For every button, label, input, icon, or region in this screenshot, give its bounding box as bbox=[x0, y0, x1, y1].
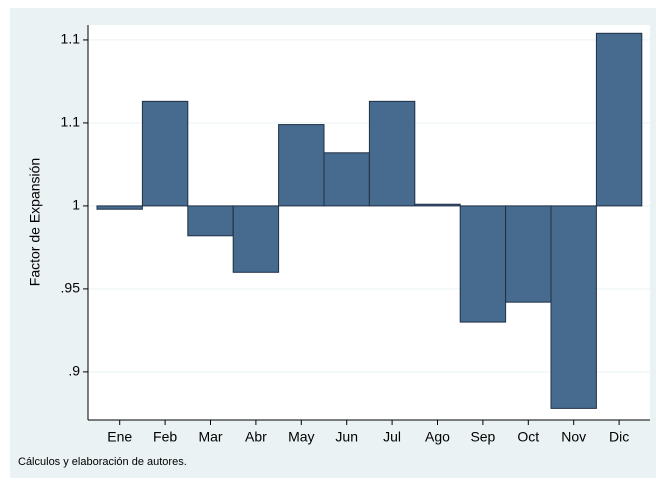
x-tick-label: Ene bbox=[107, 429, 132, 445]
x-tick-label: Sep bbox=[470, 429, 495, 445]
bar bbox=[278, 124, 325, 207]
note: Cálculos y elaboración de autores. bbox=[18, 456, 187, 468]
x-tick-label: Feb bbox=[153, 429, 177, 445]
x-tick-label: Jun bbox=[335, 429, 358, 445]
bar bbox=[141, 100, 189, 207]
bar bbox=[323, 152, 370, 207]
x-tick-label: Mar bbox=[198, 429, 222, 445]
bar bbox=[232, 205, 280, 273]
bar bbox=[414, 203, 461, 207]
x-tick-label: Nov bbox=[561, 429, 586, 445]
y-tick-label: .95 bbox=[61, 280, 81, 296]
x-tick-label: Ago bbox=[425, 429, 450, 445]
x-tick-label: Oct bbox=[517, 429, 539, 445]
bar bbox=[595, 32, 643, 207]
x-tick-label: Jul bbox=[383, 429, 401, 445]
x-tick-label: Dic bbox=[609, 429, 629, 445]
x-tick-label: May bbox=[288, 429, 314, 445]
bar bbox=[505, 205, 552, 303]
bar bbox=[550, 205, 597, 409]
y-tick-label: 1.1 bbox=[61, 114, 81, 130]
y-tick-label: .9 bbox=[68, 363, 80, 379]
bar bbox=[187, 205, 234, 237]
y-axis-title: Factor de Expansión bbox=[27, 158, 43, 286]
y-tick-label: 1 bbox=[72, 197, 80, 213]
x-tick-label: Abr bbox=[245, 429, 267, 445]
bar bbox=[368, 100, 416, 207]
bar bbox=[459, 205, 507, 323]
bar bbox=[96, 205, 143, 210]
y-tick-label: 1.1 bbox=[61, 31, 81, 47]
